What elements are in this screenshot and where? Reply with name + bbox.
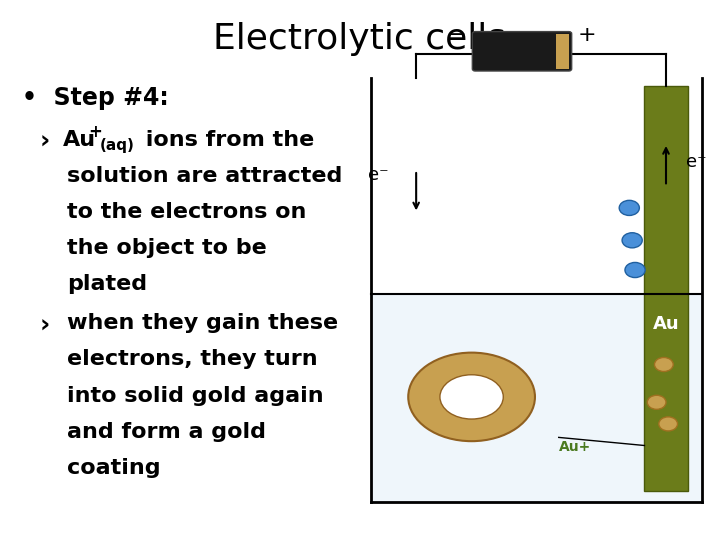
Circle shape <box>654 357 673 372</box>
Text: the object to be: the object to be <box>67 238 266 258</box>
Text: into solid gold again: into solid gold again <box>67 386 323 406</box>
Text: e⁻: e⁻ <box>368 166 389 185</box>
Text: −: − <box>448 25 467 45</box>
Circle shape <box>659 417 678 431</box>
Text: Electrolytic cells: Electrolytic cells <box>213 22 507 56</box>
Circle shape <box>647 395 666 409</box>
Text: ions from the: ions from the <box>138 130 314 150</box>
Text: •  Step #4:: • Step #4: <box>22 86 168 110</box>
FancyBboxPatch shape <box>472 31 572 71</box>
Text: (aq): (aq) <box>100 138 135 153</box>
Text: Au: Au <box>63 130 96 150</box>
Circle shape <box>619 200 639 215</box>
Circle shape <box>622 233 642 248</box>
Circle shape <box>625 262 645 278</box>
Polygon shape <box>371 294 702 502</box>
Text: when they gain these: when they gain these <box>67 313 338 333</box>
Ellipse shape <box>440 375 503 419</box>
Text: electrons, they turn: electrons, they turn <box>67 349 318 369</box>
Text: +: + <box>577 25 596 45</box>
Bar <box>556 33 569 69</box>
Text: +: + <box>89 123 102 140</box>
Bar <box>644 86 688 491</box>
Ellipse shape <box>408 353 535 441</box>
Text: e⁻: e⁻ <box>686 153 707 171</box>
Text: to the electrons on: to the electrons on <box>67 202 306 222</box>
Text: plated: plated <box>67 274 147 294</box>
Text: Au: Au <box>653 315 679 333</box>
Text: coating: coating <box>67 458 161 478</box>
Text: solution are attracted: solution are attracted <box>67 166 342 186</box>
Text: Au+: Au+ <box>559 440 591 454</box>
Text: ›: › <box>40 130 50 153</box>
Text: and form a gold: and form a gold <box>67 422 266 442</box>
Text: ›: › <box>40 313 50 337</box>
